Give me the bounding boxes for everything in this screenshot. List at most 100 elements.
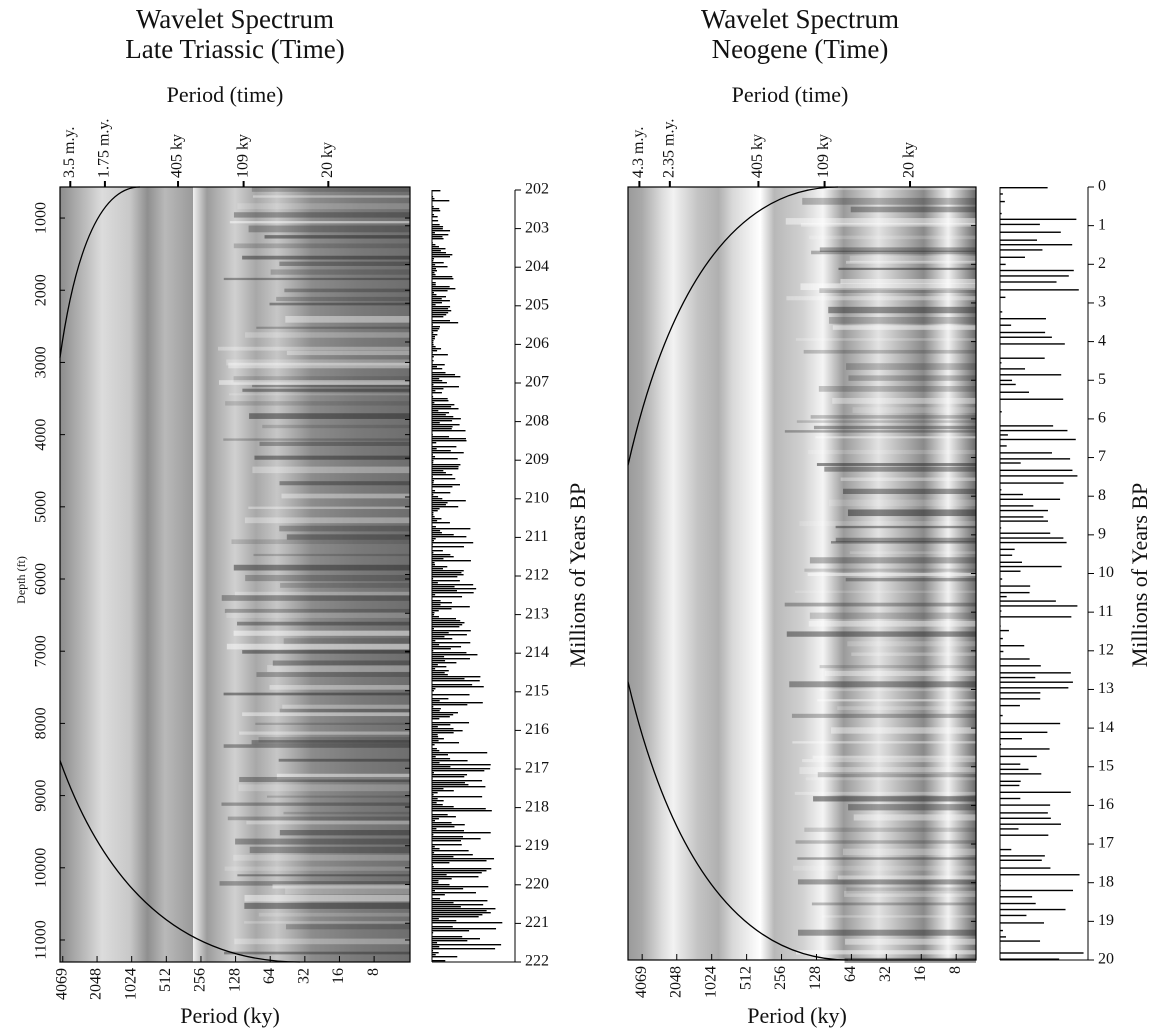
record-bar: [432, 402, 435, 404]
record-bar: [1000, 362, 1002, 364]
spectrum-streak: [244, 517, 410, 524]
record-bar: [432, 804, 443, 806]
record-bar: [1000, 324, 1012, 326]
spectrum-streak: [850, 206, 976, 213]
y2-tick-label: 215: [525, 682, 549, 699]
spectrum-streak: [832, 325, 976, 330]
record-bar: [432, 634, 467, 636]
record-bar: [432, 588, 477, 590]
spectrum-streak: [246, 820, 410, 825]
record-bar: [1000, 263, 1006, 266]
record-bar: [432, 482, 434, 484]
spectrum-streak: [835, 537, 976, 542]
x-tick-label: 8: [365, 968, 382, 976]
record-bar: [432, 438, 466, 440]
record-bar: [432, 492, 451, 494]
record-bar: [432, 672, 445, 674]
y-tick-label: 11000: [33, 920, 50, 959]
record-bar: [432, 790, 454, 792]
record-bar: [432, 658, 470, 660]
spectrum-streak: [239, 776, 410, 783]
spectrum-streak: [852, 407, 976, 413]
record-bar: [432, 574, 464, 576]
spectrum-streak: [800, 223, 976, 227]
spectrum-streak: [219, 881, 410, 886]
record-bar: [432, 900, 488, 902]
record-bar: [432, 736, 439, 738]
record-bar: [1000, 231, 1061, 233]
record-bar: [1000, 452, 1052, 454]
spectrum-streak: [785, 218, 976, 225]
record-bar: [432, 868, 492, 870]
record-bar: [432, 266, 448, 268]
spectrum-streak: [267, 665, 410, 672]
record-bar: [432, 538, 436, 540]
record-bar: [432, 576, 458, 578]
record-bar: [432, 480, 435, 482]
record-bar: [432, 592, 474, 594]
record-bar: [432, 738, 444, 740]
record-bar: [1000, 834, 1049, 836]
x-tick-label: 1024: [122, 968, 139, 1000]
spectrum-streak: [802, 759, 976, 763]
spectrum-streak: [808, 235, 976, 240]
record-bar: [432, 226, 444, 228]
record-bar: [432, 942, 438, 944]
y2-tick-label: 213: [525, 605, 549, 622]
spectrum-streak: [845, 260, 976, 264]
record-bar: [1000, 929, 1003, 932]
spectrum-streak: [229, 221, 410, 224]
record-bar: [432, 300, 450, 302]
record-bar: [432, 530, 441, 532]
spectrum-streak: [829, 499, 976, 507]
record-bar: [432, 582, 438, 584]
record-bar: [432, 654, 478, 656]
spectrum-streak: [800, 283, 976, 291]
spectrum-streak: [848, 375, 976, 381]
record-bar: [432, 952, 439, 954]
record-bar: [1000, 391, 1030, 393]
y2-tick-label: 210: [525, 489, 549, 506]
y2-tick-label: 220: [525, 875, 549, 892]
record-bar: [432, 744, 435, 746]
record-bar: [432, 856, 454, 858]
record-bar: [432, 508, 440, 510]
spectrum-streak: [244, 921, 410, 924]
spectrum-streak: [276, 773, 410, 780]
record-bar: [1000, 768, 1029, 771]
record-bar: [432, 742, 460, 744]
record-bar: [432, 468, 459, 470]
record-bar: [432, 788, 444, 790]
spectrum-streak: [799, 767, 976, 774]
record-bar: [432, 772, 434, 774]
record-bar: [432, 806, 454, 808]
x2-tick-label: 3.5 m.y.: [61, 127, 78, 178]
y2-tick-label: 4: [1098, 332, 1106, 349]
spectrum-streak: [796, 420, 976, 423]
record-bar: [432, 680, 480, 682]
record-bar: [432, 278, 454, 280]
record-bar: [432, 426, 453, 428]
record-bar: [432, 522, 450, 524]
x-tick-label: 4069: [53, 968, 70, 1000]
record-bar: [432, 666, 447, 668]
spectrum-streak: [819, 247, 976, 253]
record-bar: [432, 858, 495, 860]
record-bar: [1000, 848, 1012, 851]
spectrum-streak: [284, 288, 410, 293]
spectrum-streak: [251, 740, 410, 745]
record-bar: [432, 706, 434, 708]
record-bar: [1000, 780, 1021, 783]
record-bar: [432, 464, 461, 466]
cone-of-influence: [59, 760, 301, 963]
record-bar: [1000, 610, 1002, 612]
record-bar: [432, 562, 435, 564]
record-bar: [432, 516, 435, 518]
record-bar: [432, 262, 444, 264]
record-bar: [1000, 239, 1038, 241]
record-bar: [432, 798, 438, 800]
record-bar: [432, 676, 481, 678]
spectrum-streak: [845, 577, 976, 582]
record-bar: [1000, 520, 1048, 522]
record-bar: [432, 534, 454, 536]
